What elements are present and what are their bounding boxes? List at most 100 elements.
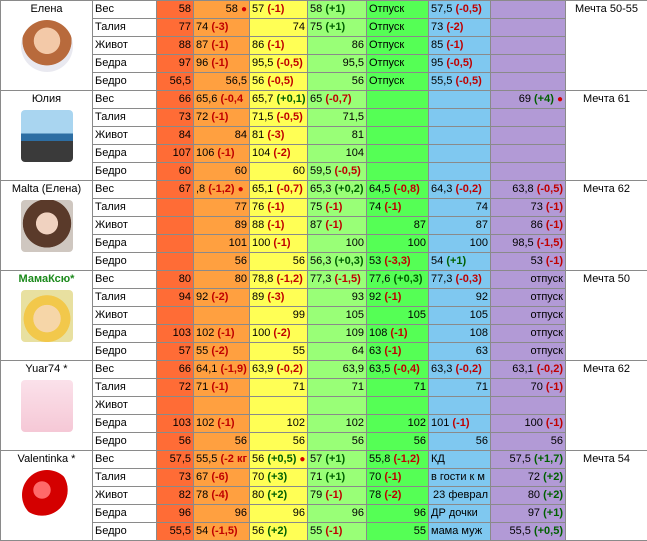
goal-cell: Мечта 54 xyxy=(566,451,647,541)
value-cell xyxy=(429,91,491,109)
value-cell: 77,3 (-0,3) xyxy=(429,271,491,289)
value-cell: 65,6 (-0,4 xyxy=(194,91,250,109)
value-cell: 100 (-1) xyxy=(250,235,308,253)
value-cell: 80 xyxy=(194,271,250,289)
value-cell: 84 xyxy=(194,127,250,145)
value-cell: 100 (-2) xyxy=(250,325,308,343)
change-value: (-1) xyxy=(211,39,228,51)
value-cell xyxy=(367,91,429,109)
value-cell: 102 (-1) xyxy=(194,325,250,343)
change-value: (-0,8) xyxy=(393,183,419,195)
change-value: (-0,2) xyxy=(455,363,481,375)
change-value: (+0,2) xyxy=(334,183,363,195)
participant-name: Valentinka * xyxy=(3,451,90,468)
participant-cell: Елена xyxy=(1,1,93,91)
value-cell: ,8 (-1,2) ● xyxy=(194,181,250,199)
value-cell: 95 (-0,5) xyxy=(429,55,491,73)
value-cell xyxy=(194,307,250,325)
participant-cell: Malta (Елена) xyxy=(1,181,93,271)
value-cell: 86 xyxy=(308,37,367,55)
measure-label: Бедро xyxy=(93,253,157,271)
measure-label: Талия xyxy=(93,199,157,217)
change-value: (-1) xyxy=(273,237,290,249)
value-cell: 60 xyxy=(250,163,308,181)
value-cell: 56 (+0,5) ● xyxy=(250,451,308,469)
change-value: (-0,2) xyxy=(455,183,481,195)
value-cell: 71 xyxy=(367,379,429,397)
change-value: (-0,2) xyxy=(276,363,302,375)
measure-label: Бедро xyxy=(93,343,157,361)
value-cell: 56 xyxy=(250,433,308,451)
value-cell xyxy=(429,397,491,415)
measure-label: Бедро xyxy=(93,73,157,91)
change-value: (-1,2) xyxy=(393,453,419,465)
change-value: (-1) xyxy=(546,381,563,393)
value-cell: 77,6 (+0,3) xyxy=(367,271,429,289)
value-cell: 89 xyxy=(194,217,250,235)
measure-label: Бедра xyxy=(93,235,157,253)
value-cell: 100 (-1) xyxy=(491,415,566,433)
change-value: (+0,5) xyxy=(267,453,296,465)
value-cell: 53 (-3,3) xyxy=(367,253,429,271)
value-cell: 66 xyxy=(157,91,194,109)
value-cell: 88 xyxy=(157,37,194,55)
participant-name: Елена xyxy=(3,1,90,18)
value-cell: КД xyxy=(429,451,491,469)
measure-label: Талия xyxy=(93,109,157,127)
change-value: (+3) xyxy=(267,471,287,483)
value-cell: 80 (+2) xyxy=(250,487,308,505)
value-cell: 55 (-1) xyxy=(308,523,367,541)
change-value: (-1) xyxy=(384,291,401,303)
value-cell: 87 xyxy=(429,217,491,235)
value-cell: 56,3 (+0,3) xyxy=(308,253,367,271)
value-cell xyxy=(491,109,566,127)
change-value: (-1) xyxy=(546,417,563,429)
change-value: (+0,1) xyxy=(276,93,305,105)
value-cell: отпуск xyxy=(491,325,566,343)
change-value: (-2) xyxy=(384,489,401,501)
change-value: (+1) xyxy=(325,21,345,33)
value-cell xyxy=(157,217,194,235)
value-cell: 65,7 (+0,1) xyxy=(250,91,308,109)
woman-portrait-avatar xyxy=(21,20,73,72)
change-value: (-1,2) xyxy=(276,273,302,285)
participant-name: Yuar74 * xyxy=(3,361,90,378)
change-value: (-3) xyxy=(267,129,284,141)
change-value: (+1) xyxy=(325,3,345,15)
value-cell: 56 xyxy=(194,253,250,271)
change-value: (-1) xyxy=(211,57,228,69)
change-value: (-1) xyxy=(546,201,563,213)
value-cell: Отпуск xyxy=(367,37,429,55)
value-cell: отпуск xyxy=(491,271,566,289)
change-value: (+1,7) xyxy=(534,453,563,465)
measure-label: Вес xyxy=(93,451,157,469)
value-cell: 59,5 (-0,5) xyxy=(308,163,367,181)
change-value: (+1) xyxy=(543,507,563,519)
change-value: (-0,3) xyxy=(455,273,481,285)
change-value: (-1) xyxy=(325,219,342,231)
value-cell: 70 (-1) xyxy=(491,379,566,397)
value-cell xyxy=(367,109,429,127)
value-cell: 56 xyxy=(308,73,367,91)
change-value: (-2) xyxy=(211,291,228,303)
change-value: (-1,9) xyxy=(220,363,246,375)
value-cell: 55,5 xyxy=(157,523,194,541)
value-cell: 56 xyxy=(367,433,429,451)
change-value: (-1) xyxy=(267,39,284,51)
goal-cell: Мечта 62 xyxy=(566,361,647,451)
measure-label: Талия xyxy=(93,379,157,397)
value-cell xyxy=(491,37,566,55)
value-cell xyxy=(367,397,429,415)
value-cell: 75 (+1) xyxy=(308,19,367,37)
marker-dot-icon: ● xyxy=(557,94,563,105)
change-value: (-1,5) xyxy=(211,525,237,537)
